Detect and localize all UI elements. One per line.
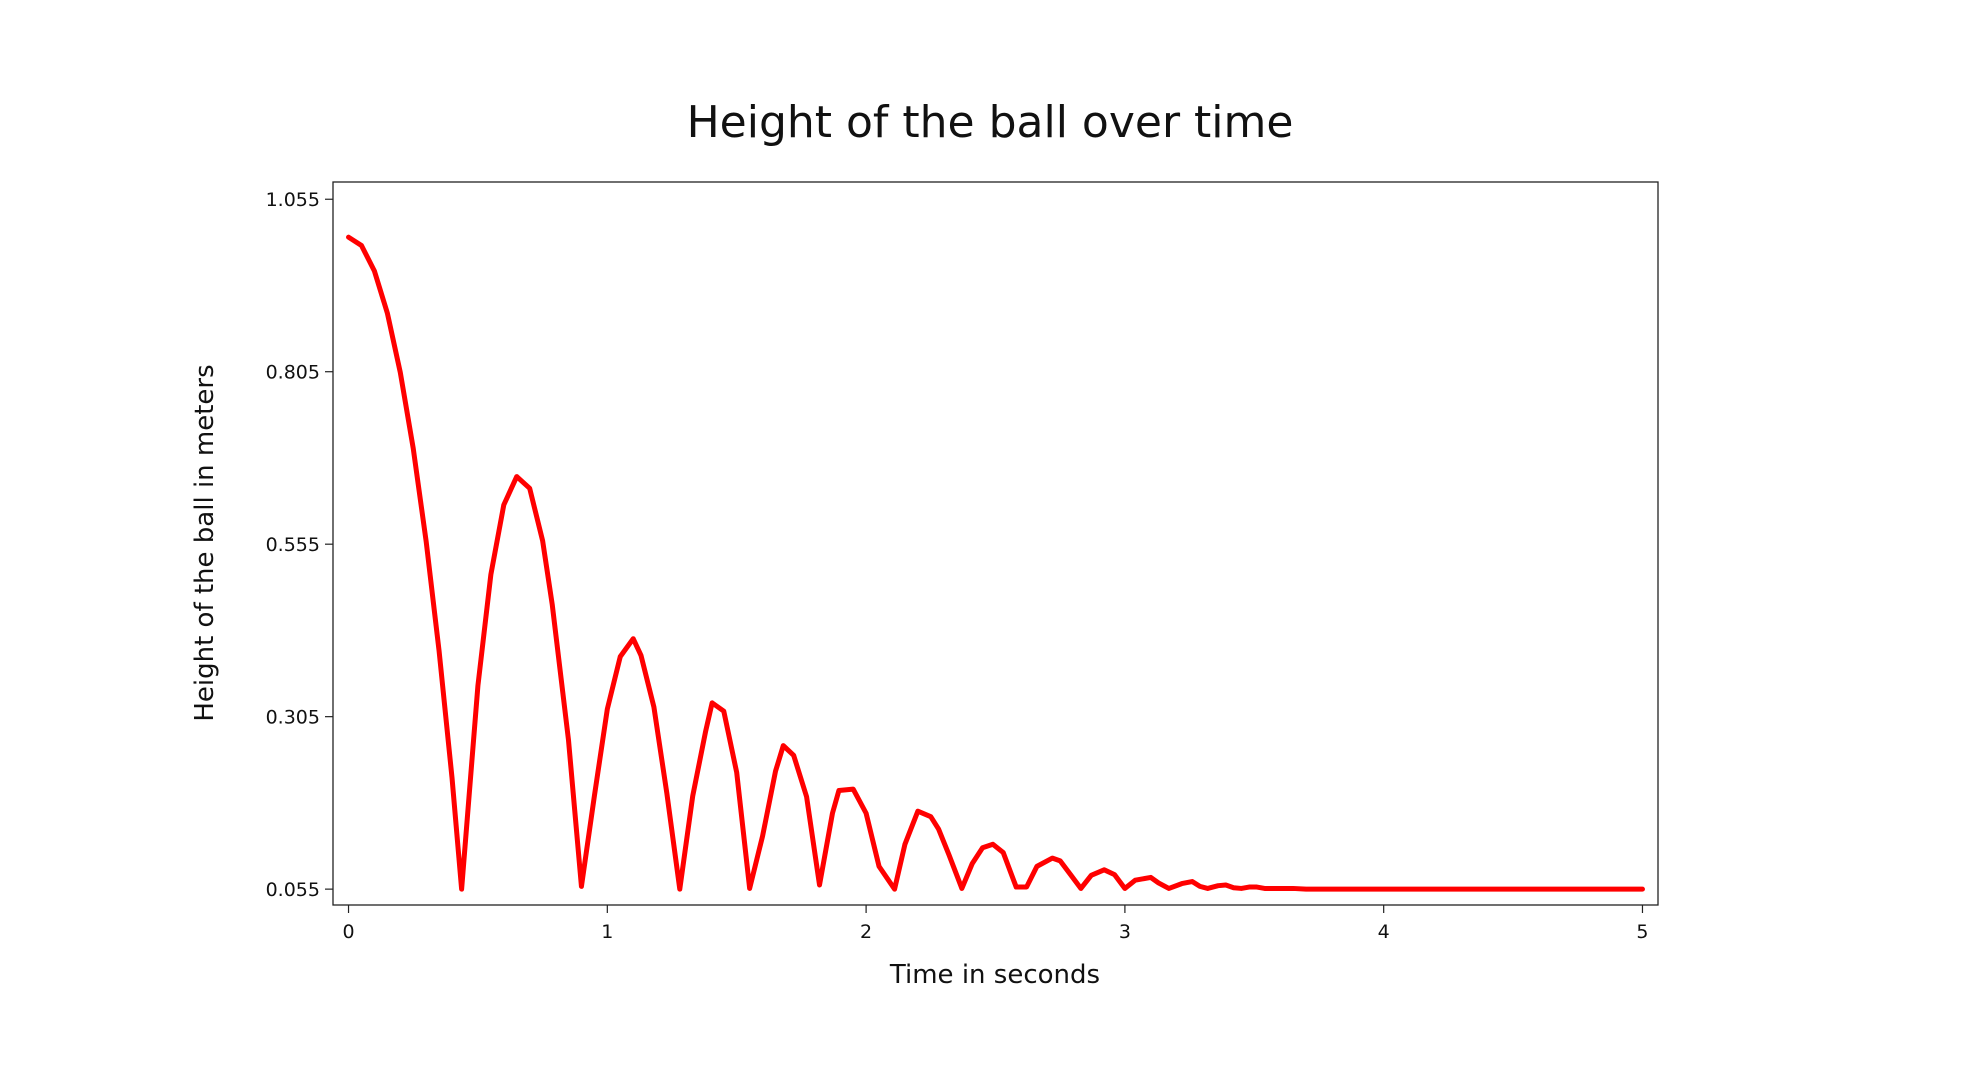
- y-axis-ticks: 0.055 0.305 0.555 0.805 1.055: [266, 189, 333, 901]
- x-axis-ticks: 0 1 2 3 4 5: [342, 905, 1648, 943]
- x-tick-label: 2: [860, 921, 872, 943]
- x-tick-label: 0: [342, 921, 354, 943]
- series-line-height: [349, 237, 1643, 889]
- y-tick-label: 0.555: [266, 534, 320, 556]
- x-tick-label: 4: [1378, 921, 1390, 943]
- x-axis-label: Time in seconds: [889, 960, 1100, 990]
- y-tick-label: 0.055: [266, 879, 320, 901]
- y-tick-label: 1.055: [266, 189, 320, 211]
- plot-area-frame: [333, 182, 1658, 905]
- series-layer: [349, 237, 1643, 889]
- x-tick-label: 5: [1636, 921, 1648, 943]
- y-tick-label: 0.805: [266, 362, 320, 384]
- x-tick-label: 1: [601, 921, 613, 943]
- x-tick-label: 3: [1119, 921, 1131, 943]
- y-axis-label: Height of the ball in meters: [190, 364, 220, 721]
- chart-title: Height of the ball over time: [687, 97, 1294, 148]
- y-tick-label: 0.305: [266, 707, 320, 729]
